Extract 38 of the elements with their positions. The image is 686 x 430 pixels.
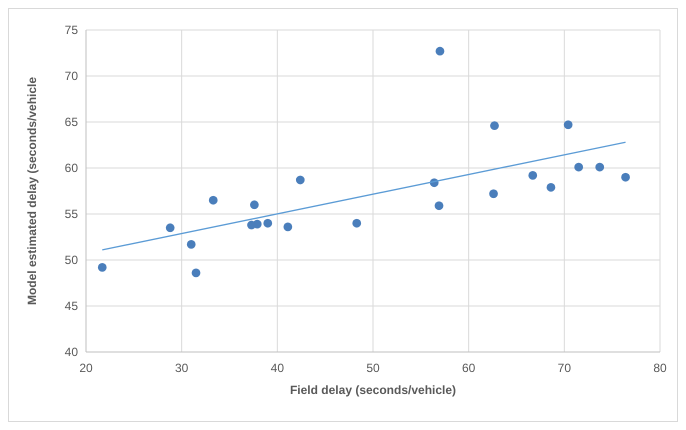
x-tick-label: 40 — [270, 361, 284, 375]
point — [490, 121, 499, 130]
y-tick-label: 55 — [64, 207, 78, 222]
y-tick-label: 70 — [64, 69, 78, 84]
point — [192, 268, 200, 278]
point — [263, 218, 272, 228]
point — [564, 120, 573, 130]
point — [546, 182, 556, 192]
point — [98, 263, 107, 272]
x-tick-label: 50 — [366, 361, 380, 375]
x-tick-label: 30 — [174, 361, 189, 375]
point — [166, 223, 175, 232]
point — [250, 200, 259, 210]
x-tick-label: 80 — [653, 361, 667, 375]
y-tick-label: 50 — [64, 253, 78, 268]
y-tick-label: 40 — [64, 345, 78, 360]
point — [434, 201, 444, 210]
point — [296, 176, 305, 184]
y-tick-label: 60 — [64, 161, 78, 176]
y-tick-label: 75 — [64, 23, 78, 38]
point — [574, 162, 584, 172]
point — [352, 218, 362, 228]
point — [436, 46, 444, 56]
point — [528, 171, 538, 180]
y-tick-label: 45 — [64, 299, 78, 314]
point — [595, 162, 604, 172]
point — [283, 222, 292, 232]
point — [621, 172, 630, 182]
y-tick-label: 65 — [64, 115, 78, 130]
point — [186, 240, 196, 249]
x-tick-label: 70 — [558, 361, 572, 375]
point — [208, 196, 218, 205]
x-axis-title: Field delay (seconds/vehicle) — [290, 383, 456, 397]
point — [252, 220, 262, 228]
y-axis-title: Model estimated delay (seconds/vehicle — [25, 76, 39, 306]
x-tick-label: 60 — [462, 361, 476, 375]
x-tick-label: 20 — [79, 361, 93, 375]
point — [489, 189, 498, 198]
